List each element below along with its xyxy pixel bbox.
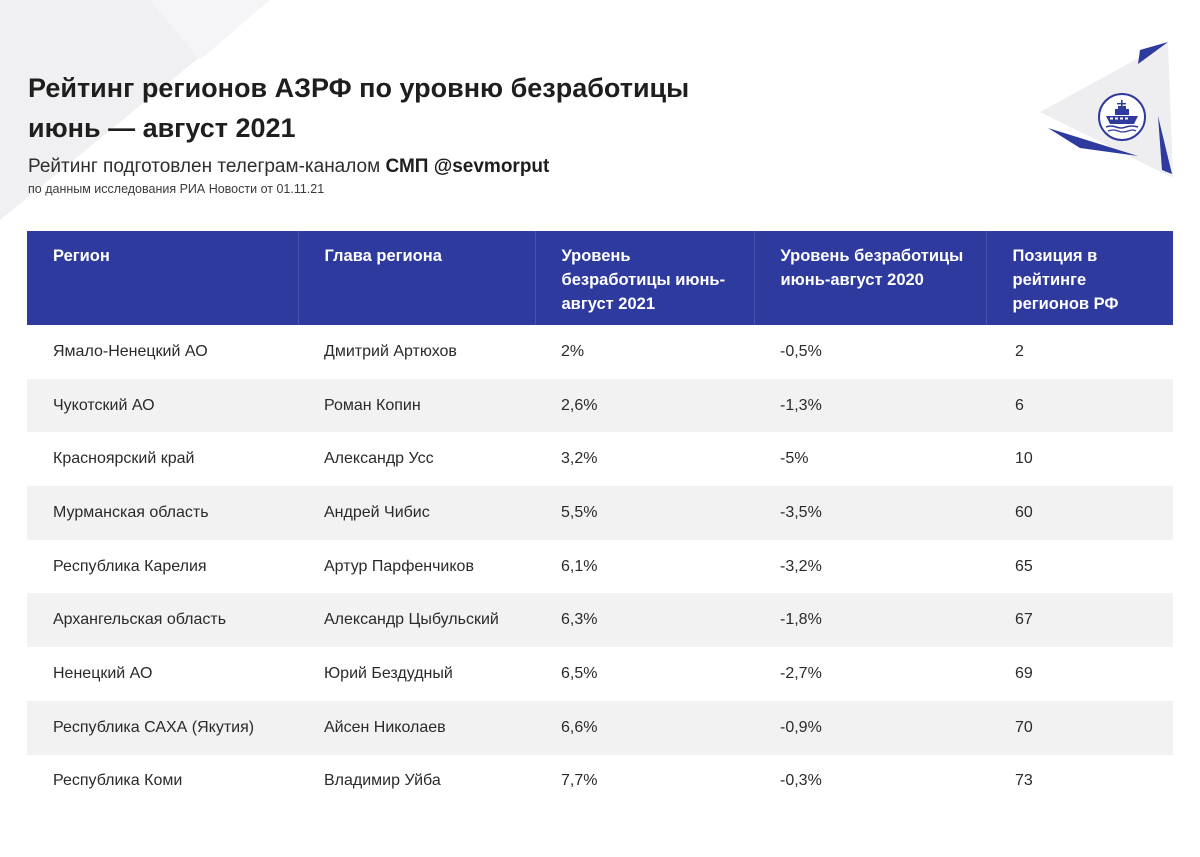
cell-rating-position: 69 bbox=[1015, 664, 1033, 682]
cell-rating-position: 73 bbox=[1015, 772, 1033, 790]
column-header-governor: Глава региона bbox=[298, 231, 536, 325]
cell-unemployment-2021: 6,1% bbox=[561, 557, 598, 575]
cell-governor: Юрий Бездудный bbox=[324, 664, 453, 682]
cell-rating-position: 65 bbox=[1015, 557, 1033, 575]
title-line-2: июнь — август 2021 bbox=[28, 113, 296, 143]
cell-rating-position: 2 bbox=[1015, 342, 1024, 360]
cell-region: Республика САХА (Якутия) bbox=[27, 700, 298, 755]
table-row: Чукотский АО Роман Копин 2,6% -1,3% 6 bbox=[27, 378, 1173, 433]
cell-governor: Айсен Николаев bbox=[298, 700, 535, 755]
table-row: Ненецкий АО Юрий Бездудный 6,5% -2,7% 69 bbox=[27, 647, 1173, 701]
cell-unemployment-2020: -0,9% bbox=[754, 700, 986, 755]
cell-unemployment-2020: -1,3% bbox=[754, 378, 986, 433]
cell-unemployment-2020: -3,5% bbox=[754, 486, 986, 540]
table-row: Республика САХА (Якутия) Айсен Николаев … bbox=[27, 700, 1173, 755]
cell-unemployment-2021: 6,3% bbox=[535, 593, 754, 648]
column-header-unemployment-2021: Уровень безработицы июнь-август 2021 bbox=[535, 231, 755, 325]
cell-unemployment-2020: -0,5% bbox=[780, 342, 822, 360]
cell-region: Республика Карелия bbox=[53, 557, 207, 575]
title-line-1: Рейтинг регионов АЗРФ по уровню безработ… bbox=[28, 73, 690, 103]
subtitle-prefix: Рейтинг подготовлен телеграм-каналом bbox=[28, 156, 386, 177]
table-header-row: Регион Глава региона Уровень безработицы… bbox=[27, 231, 1173, 325]
table-row: Архангельская область Александр Цыбульск… bbox=[27, 593, 1173, 648]
cell-region: Ямало-Ненецкий АО bbox=[53, 342, 208, 360]
cell-unemployment-2020: -1,8% bbox=[754, 593, 986, 648]
cell-governor: Артур Парфенчиков bbox=[324, 557, 474, 575]
cell-region: Мурманская область bbox=[27, 486, 298, 540]
page-title: Рейтинг регионов АЗРФ по уровню безработ… bbox=[28, 68, 689, 148]
cell-governor: Александр Усс bbox=[324, 450, 434, 468]
cell-region: Ненецкий АО bbox=[53, 664, 153, 682]
cell-unemployment-2021: 5,5% bbox=[535, 486, 754, 540]
table-row: Мурманская область Андрей Чибис 5,5% -3,… bbox=[27, 486, 1173, 540]
cell-governor: Андрей Чибис bbox=[298, 486, 535, 540]
cell-rating-position: 10 bbox=[1015, 450, 1033, 468]
cell-unemployment-2020: -5% bbox=[780, 450, 809, 468]
table-row: Республика Коми Владимир Уйба 7,7% -0,3%… bbox=[27, 755, 1173, 809]
cell-unemployment-2021: 6,6% bbox=[535, 700, 754, 755]
cell-unemployment-2021: 6,5% bbox=[561, 664, 598, 682]
cell-rating-position: 67 bbox=[986, 593, 1173, 648]
table-row: Красноярский край Александр Усс 3,2% -5%… bbox=[27, 432, 1173, 486]
subtitle: Рейтинг подготовлен телеграм-каналом СМП… bbox=[28, 156, 689, 178]
cell-governor: Роман Копин bbox=[298, 378, 535, 433]
cell-region: Чукотский АО bbox=[27, 378, 298, 433]
header: Рейтинг регионов АЗРФ по уровню безработ… bbox=[28, 68, 689, 197]
column-header-region: Регион bbox=[27, 231, 299, 325]
cell-rating-position: 6 bbox=[986, 378, 1173, 433]
data-source-note: по данным исследования РИА Новости от 01… bbox=[28, 182, 325, 196]
cell-rating-position: 70 bbox=[986, 700, 1173, 755]
cell-region: Красноярский край bbox=[53, 450, 195, 468]
cell-unemployment-2020: -3,2% bbox=[780, 557, 822, 575]
unemployment-rating-table: Регион Глава региона Уровень безработицы… bbox=[27, 231, 1173, 808]
cell-unemployment-2020: -2,7% bbox=[780, 664, 822, 682]
cell-governor: Александр Цыбульский bbox=[298, 593, 535, 648]
column-header-unemployment-2020: Уровень безработицы июнь-август 2020 bbox=[754, 231, 987, 325]
channel-name: СМП @sevmorput bbox=[385, 156, 550, 177]
cell-governor: Владимир Уйба bbox=[324, 772, 441, 790]
cell-unemployment-2020: -0,3% bbox=[780, 772, 822, 790]
cell-unemployment-2021: 2% bbox=[561, 342, 585, 360]
table-row: Ямало-Ненецкий АО Дмитрий Артюхов 2% -0,… bbox=[27, 325, 1173, 379]
cell-unemployment-2021: 3,2% bbox=[561, 450, 598, 468]
cell-region: Республика Коми bbox=[53, 772, 183, 790]
icebreaker-ship-icon bbox=[1097, 92, 1147, 142]
cell-governor: Дмитрий Артюхов bbox=[324, 342, 457, 360]
table-row: Республика Карелия Артур Парфенчиков 6,1… bbox=[27, 540, 1173, 594]
cell-rating-position: 60 bbox=[986, 486, 1173, 540]
column-header-rating-position: Позиция в рейтинге регионов РФ bbox=[986, 231, 1173, 325]
cell-unemployment-2021: 7,7% bbox=[561, 772, 598, 790]
cell-region: Архангельская область bbox=[27, 593, 298, 648]
cell-unemployment-2021: 2,6% bbox=[535, 378, 754, 433]
